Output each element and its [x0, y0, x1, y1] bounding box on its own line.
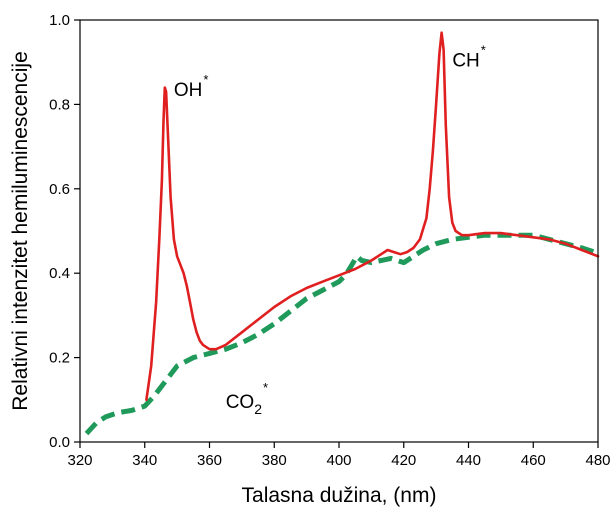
annotation-superscript: * — [203, 72, 208, 87]
y-tick-label: 0.4 — [49, 265, 70, 282]
x-tick-label: 380 — [262, 452, 287, 469]
series-layer — [84, 31, 600, 436]
x-tick-label: 480 — [585, 452, 610, 469]
x-tick-label: 400 — [326, 452, 351, 469]
emission-series-line — [145, 31, 600, 402]
annotation-oh: OH* — [174, 72, 209, 101]
annotation-base: OH — [174, 80, 203, 101]
co2-series-line — [84, 232, 596, 436]
x-tick-label: 360 — [197, 452, 222, 469]
annotation-superscript: * — [481, 42, 486, 57]
y-tick-label: 0.0 — [49, 434, 70, 451]
ticks-layer: 320 340 360 380 400 420 440 460 480 0.0 0.2 0.4 0.6 0… — [49, 12, 610, 469]
annotation-base: CO — [226, 392, 255, 413]
annotations-layer: OH*CH*CO2* — [174, 42, 486, 417]
annotation-base: CH — [452, 50, 479, 71]
y-axis-title: Relativni intenzitet hemiluminescencije — [9, 51, 32, 411]
y-tick-label: 0.2 — [49, 350, 70, 367]
annotation-superscript: * — [263, 380, 268, 395]
annotation-co2: CO2* — [226, 380, 268, 417]
x-axis-title: Talasna dužina, (nm) — [242, 484, 437, 507]
y-tick-label: 1.0 — [49, 12, 70, 29]
x-tick-label: 440 — [456, 452, 481, 469]
y-tick-label: 0.8 — [49, 96, 70, 113]
annotation-ch: CH* — [452, 42, 486, 71]
plot-frame — [79, 19, 599, 443]
x-tick-label: 420 — [391, 452, 416, 469]
x-tick-label: 460 — [521, 452, 546, 469]
x-tick-label: 340 — [132, 452, 157, 469]
x-tick-label: 320 — [67, 452, 92, 469]
y-tick-label: 0.6 — [49, 181, 70, 198]
annotation-subscript: 2 — [254, 401, 262, 417]
